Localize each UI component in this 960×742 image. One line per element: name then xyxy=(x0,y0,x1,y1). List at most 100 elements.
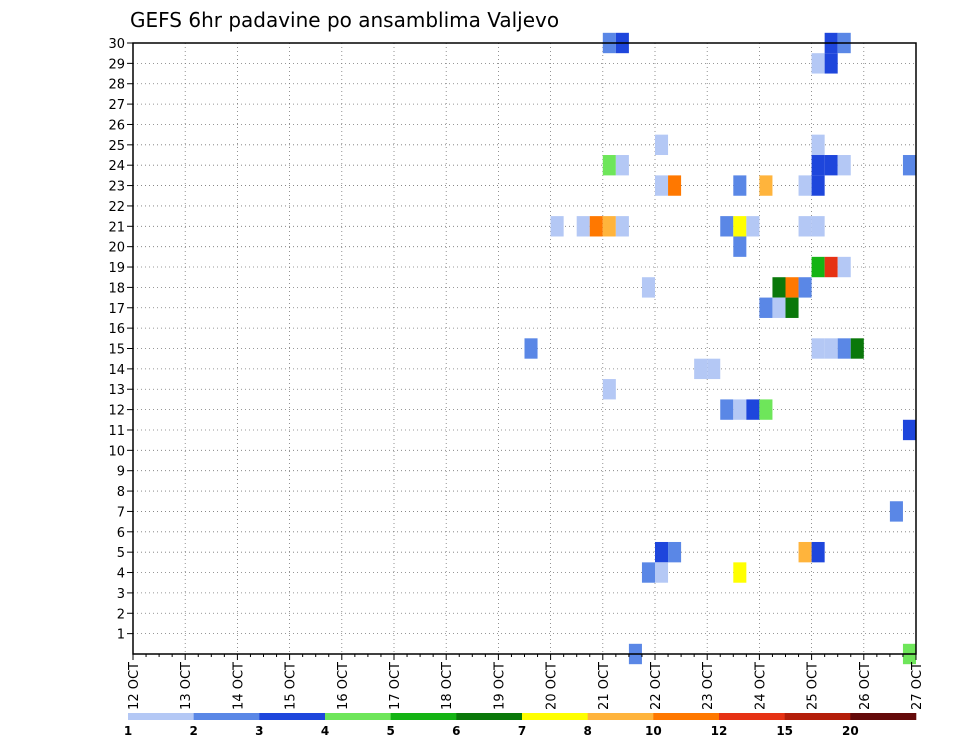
data-cell xyxy=(811,216,825,237)
data-cell xyxy=(733,216,747,237)
colorbar-swatch xyxy=(719,713,785,720)
colorbar-swatch xyxy=(522,713,588,720)
data-cell xyxy=(733,399,747,420)
data-cell xyxy=(746,399,760,420)
colorbar-label: 3 xyxy=(255,724,263,738)
x-tick-label: 25 OCT xyxy=(806,662,821,710)
data-cell xyxy=(837,338,851,359)
colorbar-label: 20 xyxy=(842,724,859,738)
y-tick-label: 27 xyxy=(108,98,125,113)
y-tick-label: 11 xyxy=(108,424,125,439)
data-cell xyxy=(589,216,603,237)
data-cell xyxy=(641,562,655,583)
data-cell xyxy=(615,216,629,237)
colorbar-swatch xyxy=(325,713,391,720)
y-tick-label: 29 xyxy=(108,57,125,72)
colorbar-label: 6 xyxy=(452,724,460,738)
colorbar-swatch xyxy=(653,713,720,720)
data-cell xyxy=(837,256,851,278)
x-tick-label: 23 OCT xyxy=(701,662,716,710)
colorbar-swatch xyxy=(850,713,917,720)
x-tick-label: 17 OCT xyxy=(388,662,403,710)
colorbar-swatch xyxy=(587,713,654,720)
data-cell xyxy=(824,338,838,359)
data-cell xyxy=(798,175,812,196)
y-tick-label: 28 xyxy=(108,78,125,93)
data-cell xyxy=(733,236,747,257)
data-cell xyxy=(655,134,669,156)
x-tick-label: 12 OCT xyxy=(127,662,142,710)
y-tick-label: 12 xyxy=(108,404,125,419)
data-cell xyxy=(824,256,838,278)
colorbar-label: 5 xyxy=(386,724,394,738)
y-tick-label: 30 xyxy=(108,37,125,52)
data-cell xyxy=(759,297,773,318)
y-tick-label: 5 xyxy=(117,546,125,561)
y-tick-label: 9 xyxy=(117,465,125,480)
y-tick-label: 7 xyxy=(117,505,125,520)
data-cell xyxy=(655,541,669,563)
data-cell xyxy=(707,358,721,380)
colorbar-swatch xyxy=(456,713,523,720)
data-cell xyxy=(811,134,825,156)
y-tick-label: 23 xyxy=(108,180,125,195)
x-tick-label: 14 OCT xyxy=(231,662,246,710)
y-tick-label: 3 xyxy=(117,587,125,602)
x-tick-label: 26 OCT xyxy=(858,662,873,710)
data-cell xyxy=(733,562,747,583)
data-cell xyxy=(550,216,564,237)
y-tick-label: 13 xyxy=(108,383,125,398)
colorbar-swatch xyxy=(784,713,851,720)
data-cell xyxy=(524,338,538,359)
data-cell xyxy=(785,277,799,298)
y-tick-label: 25 xyxy=(108,139,125,154)
colorbar-swatch xyxy=(390,713,457,720)
data-cell xyxy=(824,53,838,74)
colorbar-label: 2 xyxy=(189,724,197,738)
x-tick-label: 27 OCT xyxy=(910,662,925,710)
colorbar-swatch xyxy=(128,713,194,720)
data-cell xyxy=(889,501,903,522)
data-cell xyxy=(759,175,773,196)
data-cell xyxy=(902,419,916,441)
data-cell xyxy=(602,216,616,237)
y-tick-label: 26 xyxy=(108,118,125,133)
data-cell xyxy=(655,562,669,583)
data-cell xyxy=(811,53,825,74)
x-tick-label: 16 OCT xyxy=(336,662,351,710)
data-cell xyxy=(720,399,734,420)
y-tick-label: 17 xyxy=(108,302,125,317)
colorbar-label: 8 xyxy=(583,724,591,738)
data-cell xyxy=(798,277,812,298)
data-cell xyxy=(694,358,708,380)
x-tick-label: 15 OCT xyxy=(284,662,299,710)
data-cell xyxy=(811,541,825,563)
colorbar-label: 10 xyxy=(645,724,662,738)
data-cell xyxy=(602,379,616,400)
y-tick-label: 14 xyxy=(108,363,125,378)
x-tick-label: 19 OCT xyxy=(492,662,507,710)
x-tick-label: 22 OCT xyxy=(649,662,664,710)
y-tick-label: 20 xyxy=(108,241,125,256)
y-tick-label: 19 xyxy=(108,261,125,276)
y-tick-label: 18 xyxy=(108,281,125,296)
x-tick-label: 18 OCT xyxy=(440,662,455,710)
data-cell xyxy=(772,297,786,318)
data-cell xyxy=(655,175,669,196)
data-cell xyxy=(602,155,616,176)
y-tick-label: 2 xyxy=(117,607,125,622)
data-cell xyxy=(811,338,825,359)
data-cell xyxy=(746,216,760,237)
data-cell xyxy=(811,155,825,176)
colorbar-swatch xyxy=(259,713,326,720)
data-cell xyxy=(615,155,629,176)
y-axis-ticks: 1234567891011121314151617181920212223242… xyxy=(108,37,133,643)
data-cells xyxy=(524,32,916,665)
data-cell xyxy=(641,277,655,298)
data-cell xyxy=(850,338,864,359)
colorbar-label: 15 xyxy=(776,724,793,738)
data-cell xyxy=(668,541,682,563)
data-cell xyxy=(811,256,825,278)
data-cell xyxy=(733,175,747,196)
